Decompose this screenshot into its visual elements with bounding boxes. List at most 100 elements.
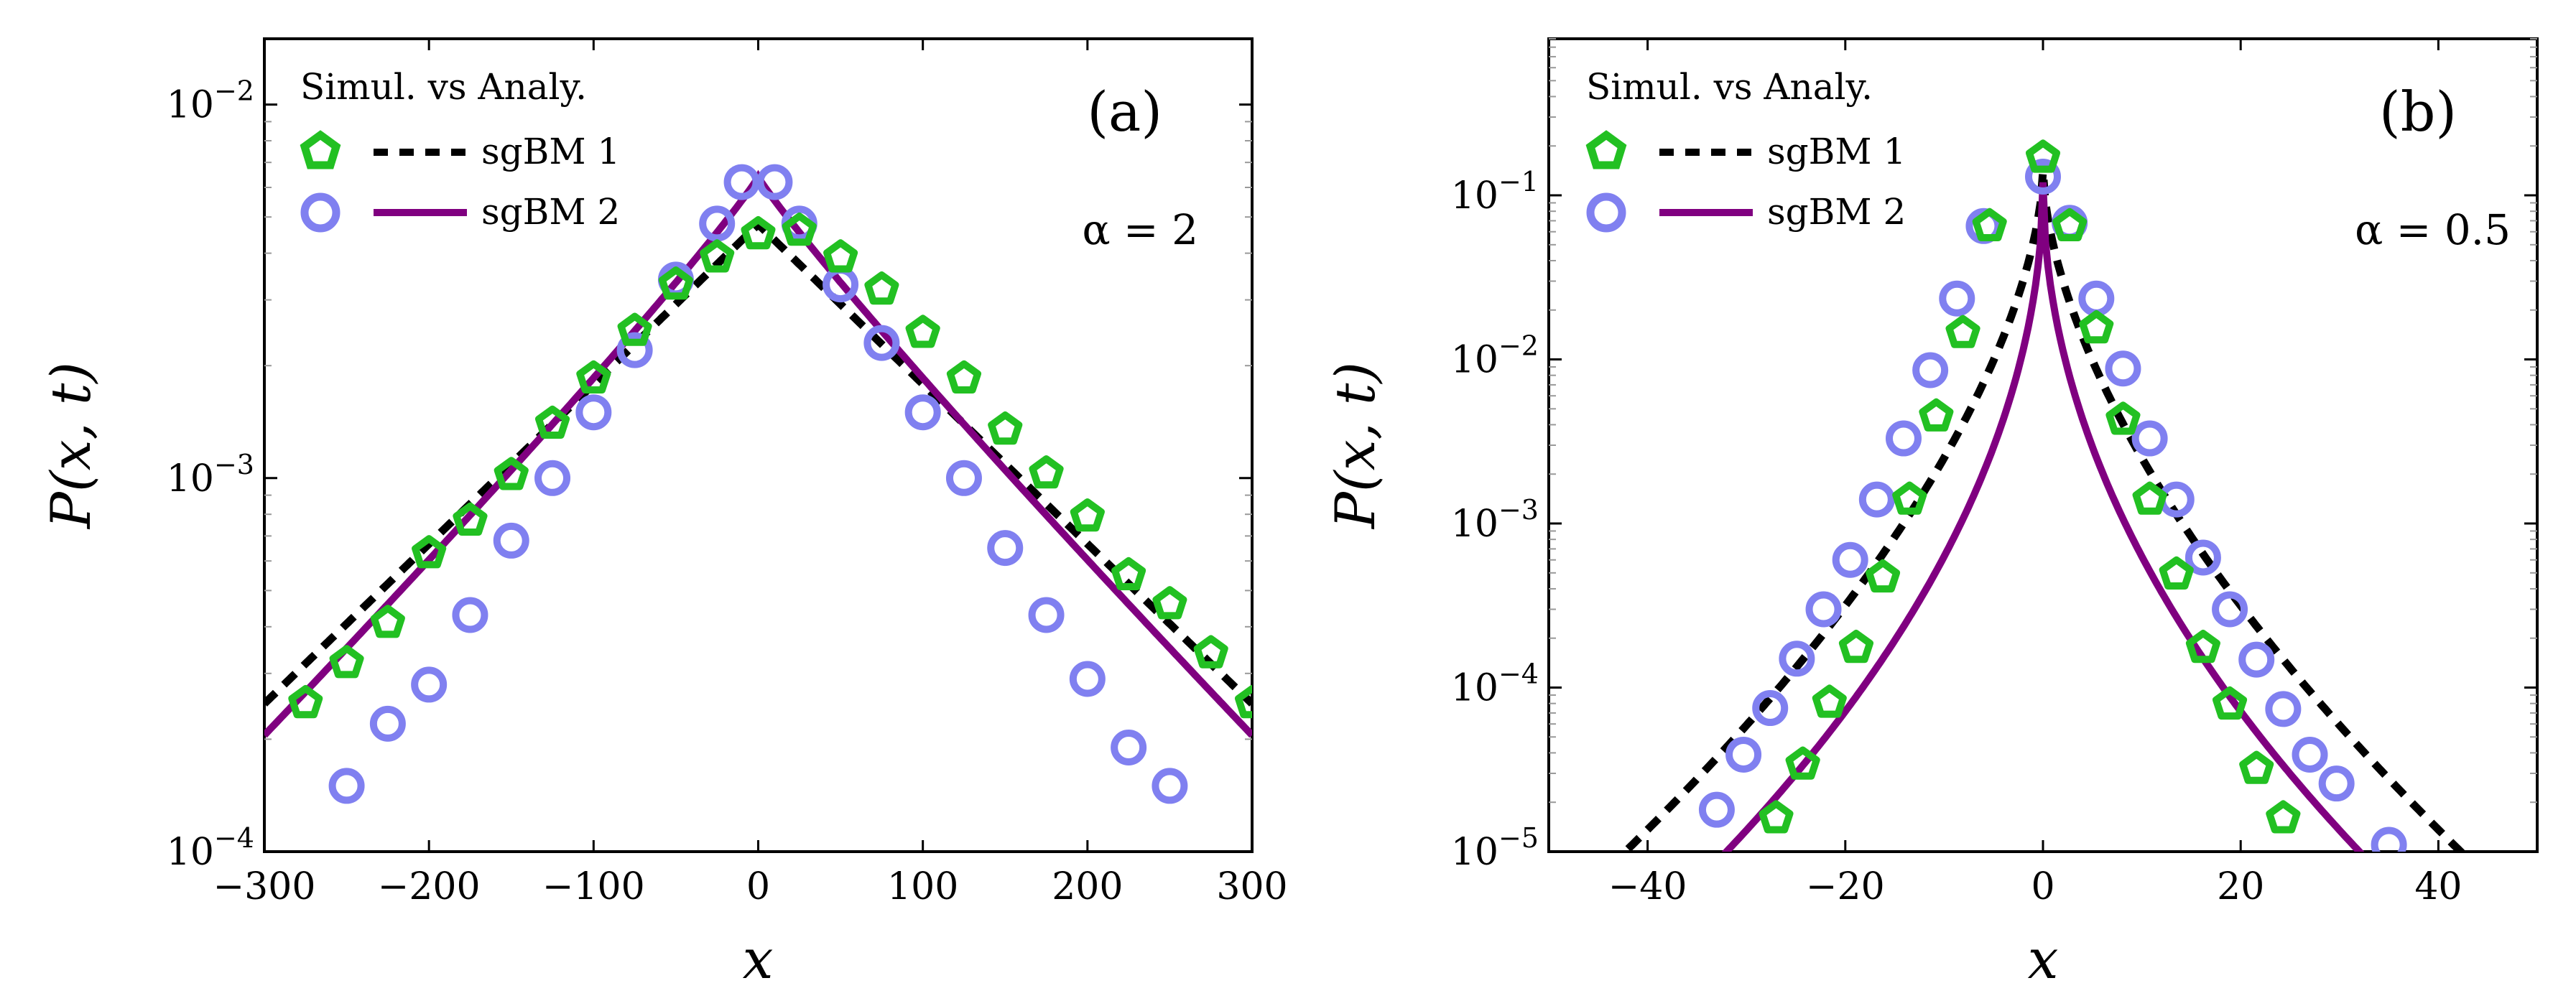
y-tick-base: 10	[1451, 174, 1498, 218]
y-tick-base: 10	[167, 831, 214, 874]
x-tick-label: 40	[2414, 865, 2462, 908]
y-tick-base: 10	[1451, 503, 1498, 546]
marker-sgbm2	[2371, 827, 2407, 852]
legend-marker-circle-a	[300, 192, 340, 233]
legend-label-sgbm1-b: sgBM 1	[1767, 131, 1906, 172]
marker-sgbm1	[1866, 559, 1901, 593]
marker-sgbm2	[945, 460, 982, 496]
y-tick-exponent: −2	[214, 75, 254, 107]
panel-label-a: (a)	[1087, 80, 1162, 144]
legend-entry-sgbm1-a: sgBM 1	[300, 130, 620, 172]
marker-sgbm1	[905, 315, 940, 348]
panel-label-b: (b)	[2379, 80, 2457, 144]
marker-sgbm1	[658, 266, 693, 300]
marker-sgbm2	[1885, 420, 1922, 457]
marker-sgbm2	[1912, 352, 1949, 388]
marker-sgbm2	[1939, 280, 1975, 317]
marker-sgbm1	[453, 502, 488, 536]
legend-entry-sgbm2-a: sgBM 2	[300, 191, 620, 233]
marker-sgbm1	[2185, 630, 2220, 664]
marker-sgbm1	[1945, 315, 1980, 348]
marker-sgbm1	[1759, 800, 1794, 834]
marker-sgbm1	[2266, 800, 2301, 834]
y-tick-label: 10−5	[1451, 822, 1539, 874]
marker-sgbm1	[1235, 685, 1252, 719]
marker-sgbm1	[2079, 310, 2114, 344]
marker-sgbm2	[1832, 541, 1868, 578]
marker-sgbm2	[2265, 691, 2302, 727]
legend-entry-sgbm1-b: sgBM 1	[1585, 130, 1906, 172]
marker-sgbm2	[904, 394, 941, 431]
marker-sgbm2	[534, 460, 571, 496]
x-tick-label: 0	[2031, 865, 2054, 908]
y-tick-label: 10−2	[167, 75, 254, 127]
marker-sgbm1	[823, 239, 858, 273]
marker-sgbm2	[699, 205, 736, 242]
marker-sgbm2	[1725, 736, 1762, 773]
marker-sgbm1	[535, 405, 570, 439]
curve-sgbm2	[264, 169, 1252, 738]
marker-sgbm1	[2132, 481, 2167, 515]
marker-sgbm1	[1919, 398, 1954, 432]
marker-sgbm2	[369, 705, 406, 742]
marker-sgbm1	[370, 605, 405, 638]
marker-sgbm1	[2052, 208, 2088, 241]
x-tick-label: −100	[542, 865, 645, 908]
legend-marker-circle-b	[1586, 192, 1626, 233]
y-tick-exponent: −2	[1498, 330, 1539, 362]
legend-entry-sgbm2-b: sgBM 2	[1586, 191, 1906, 233]
marker-sgbm2	[2184, 539, 2221, 576]
marker-sgbm1	[2159, 556, 2194, 590]
plot-frame-a	[263, 37, 1254, 853]
x-axis-label-a: x	[743, 927, 774, 991]
y-tick-base: 10	[1451, 667, 1498, 710]
legend-label-sgbm2-b: sgBM 2	[1767, 191, 1906, 233]
x-tick-label: 20	[2217, 865, 2264, 908]
marker-sgbm2	[2238, 641, 2275, 678]
markers-a	[288, 164, 1252, 804]
marker-sgbm2	[863, 325, 900, 361]
y-tick-exponent: −3	[214, 449, 254, 480]
marker-sgbm2	[411, 666, 448, 703]
marker-sgbm1	[741, 216, 776, 250]
marker-sgbm1	[288, 685, 323, 719]
x-tick-label: 300	[1216, 865, 1287, 908]
x-tick-label: −200	[378, 865, 481, 908]
legend-label-sgbm2-a: sgBM 2	[481, 191, 620, 233]
x-tick-label: −300	[213, 865, 316, 908]
marker-sgbm2	[1698, 791, 1735, 828]
marker-sgbm1	[2239, 750, 2274, 784]
y-axis-label-b: P(x, t)	[1323, 362, 1387, 530]
curve-sgbm1	[1619, 171, 2467, 852]
marker-sgbm2	[1805, 591, 1842, 628]
y-tick-label: 10−4	[1451, 658, 1539, 710]
marker-sgbm1	[2213, 686, 2248, 720]
x-tick-label: 0	[746, 865, 770, 908]
marker-sgbm2	[493, 522, 529, 559]
marker-sgbm1	[2105, 401, 2141, 435]
y-tick-exponent: −4	[1498, 658, 1539, 690]
marker-sgbm1	[864, 271, 899, 305]
marker-sgbm1	[1029, 455, 1064, 489]
x-tick-label: −40	[1608, 865, 1687, 908]
marker-sgbm1	[946, 360, 981, 394]
legend-title-b: Simul. vs Analy.	[1586, 66, 1873, 108]
y-tick-exponent: −5	[1498, 822, 1539, 854]
legend-label-sgbm1-a: sgBM 1	[481, 131, 620, 172]
y-tick-label: 10−3	[167, 449, 254, 500]
marker-sgbm1	[782, 213, 817, 246]
y-tick-exponent: −4	[214, 822, 254, 854]
marker-sgbm1	[617, 312, 652, 346]
y-tick-base: 10	[167, 457, 214, 500]
marker-sgbm2	[1152, 768, 1188, 804]
alpha-label-a: α = 2	[1082, 205, 1198, 254]
legend-marker-pentagon-a	[300, 130, 341, 169]
marker-sgbm2	[2105, 350, 2141, 387]
marker-sgbm2	[452, 597, 488, 633]
marker-sgbm2	[2078, 280, 2115, 317]
y-axis-label-a: P(x, t)	[39, 362, 103, 530]
marker-sgbm1	[1812, 684, 1847, 718]
